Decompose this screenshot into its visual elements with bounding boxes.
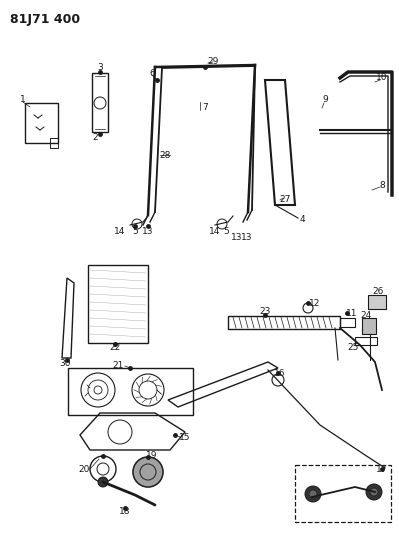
Text: 13: 13 bbox=[241, 232, 253, 241]
Text: 81J71 400: 81J71 400 bbox=[10, 13, 80, 26]
Text: 5: 5 bbox=[223, 228, 229, 237]
Text: 27: 27 bbox=[279, 196, 291, 205]
Text: 16: 16 bbox=[274, 368, 286, 377]
Text: 17: 17 bbox=[376, 464, 388, 473]
Text: 29: 29 bbox=[207, 58, 219, 67]
Bar bbox=[355, 337, 377, 345]
Text: 30: 30 bbox=[59, 359, 71, 367]
Bar bbox=[228, 316, 340, 329]
Text: 2: 2 bbox=[92, 133, 98, 142]
Text: 15: 15 bbox=[179, 433, 191, 442]
Circle shape bbox=[305, 486, 321, 502]
Text: 7: 7 bbox=[202, 103, 208, 112]
Bar bbox=[295, 465, 391, 522]
Text: 9: 9 bbox=[322, 95, 328, 104]
Text: 23: 23 bbox=[259, 308, 271, 317]
Text: 14: 14 bbox=[114, 228, 126, 237]
Bar bbox=[340, 318, 355, 327]
Text: 19: 19 bbox=[146, 450, 158, 459]
Text: 13: 13 bbox=[231, 232, 243, 241]
Text: 13: 13 bbox=[142, 228, 154, 237]
Text: 22: 22 bbox=[109, 343, 120, 352]
Circle shape bbox=[309, 490, 317, 498]
Bar bbox=[362, 318, 376, 334]
Circle shape bbox=[370, 488, 378, 496]
Circle shape bbox=[98, 477, 108, 487]
Text: 5: 5 bbox=[132, 228, 138, 237]
Text: 28: 28 bbox=[159, 150, 171, 159]
Text: 18: 18 bbox=[119, 507, 131, 516]
Text: 26: 26 bbox=[372, 287, 384, 295]
Text: 3: 3 bbox=[97, 63, 103, 72]
Text: 11: 11 bbox=[346, 309, 358, 318]
Text: 8: 8 bbox=[379, 181, 385, 190]
Text: 6: 6 bbox=[149, 69, 155, 77]
Text: 24: 24 bbox=[360, 311, 371, 319]
Circle shape bbox=[133, 457, 163, 487]
Text: 20: 20 bbox=[79, 464, 90, 473]
Text: 21: 21 bbox=[112, 360, 124, 369]
Text: 25: 25 bbox=[347, 343, 359, 352]
Text: 4: 4 bbox=[299, 215, 305, 224]
Circle shape bbox=[366, 484, 382, 500]
Text: 1: 1 bbox=[20, 95, 26, 104]
Text: 14: 14 bbox=[209, 228, 221, 237]
Bar bbox=[368, 295, 386, 309]
Text: 12: 12 bbox=[309, 298, 321, 308]
Text: 10: 10 bbox=[376, 74, 388, 83]
